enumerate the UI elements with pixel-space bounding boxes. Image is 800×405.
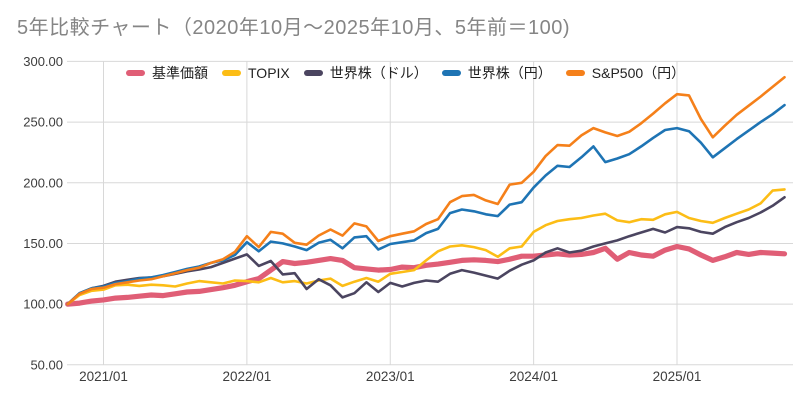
legend-swatch-world-jpy bbox=[441, 70, 461, 76]
x-axis-label: 2023/01 bbox=[366, 369, 415, 384]
legend-swatch-fund bbox=[126, 70, 145, 76]
x-axis-label: 2021/01 bbox=[79, 369, 128, 384]
legend-item-world-usd[interactable]: 世界株（ドル） bbox=[303, 63, 428, 83]
y-axis-label: 300.00 bbox=[23, 54, 63, 69]
chart-title: 5年比較チャート（2020年10月～2025年10月、5年前＝100) bbox=[17, 17, 571, 39]
y-axis-label: 100.00 bbox=[23, 297, 63, 312]
y-axis-label: 150.00 bbox=[23, 236, 63, 251]
legend-label-sp500-jpy: S&P500（円） bbox=[591, 65, 686, 81]
line-topix[interactable] bbox=[66, 188, 786, 306]
legend-label-world-jpy: 世界株（円） bbox=[467, 65, 552, 81]
legend-label-fund: 基準価額 bbox=[152, 65, 208, 81]
chart-legend: 基準価額 TOPIX 世界株（ドル） 世界株（円） S&P500（円） bbox=[126, 64, 685, 82]
legend-item-sp500-jpy[interactable]: S&P500（円） bbox=[565, 63, 686, 83]
legend-label-world-usd: 世界株（ドル） bbox=[329, 65, 428, 81]
legend-item-topix[interactable]: TOPIX bbox=[222, 65, 290, 81]
x-axis-label: 2024/01 bbox=[509, 369, 558, 384]
x-axis-label: 2022/01 bbox=[222, 369, 271, 384]
legend-swatch-world-usd bbox=[303, 70, 323, 76]
legend-item-fund[interactable]: 基準価額 bbox=[126, 63, 208, 83]
legend-item-world-jpy[interactable]: 世界株（円） bbox=[441, 63, 552, 83]
y-axis-label: 250.00 bbox=[23, 115, 63, 130]
x-axis-label: 2025/01 bbox=[653, 369, 702, 384]
line-fund[interactable] bbox=[65, 243, 788, 307]
legend-label-topix: TOPIX bbox=[248, 65, 290, 81]
line-sp500-jpy[interactable] bbox=[66, 75, 786, 306]
y-axis-label: 200.00 bbox=[23, 175, 63, 190]
legend-swatch-topix bbox=[222, 70, 241, 76]
legend-swatch-sp500-jpy bbox=[565, 70, 585, 76]
y-axis-label: 50.00 bbox=[30, 357, 63, 372]
